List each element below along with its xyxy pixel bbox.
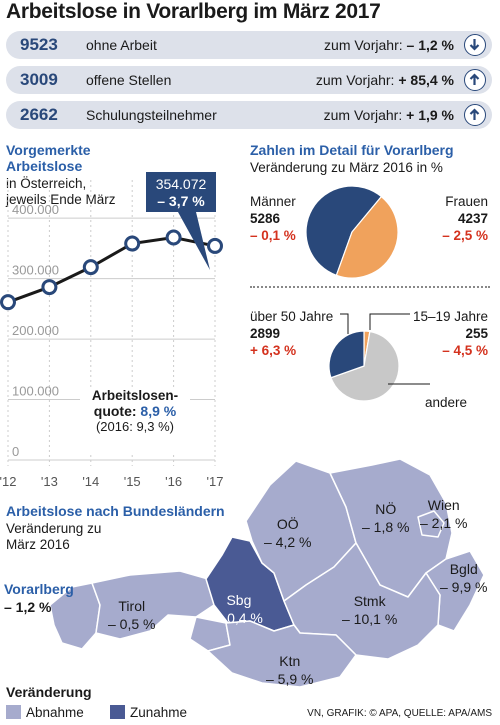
quote-label-1: Arbeitslosen- (91, 388, 179, 403)
line-point (124, 235, 141, 252)
male-label: Männer (250, 194, 296, 209)
stat-change: zum Vorjahr: + 85,4 % (315, 72, 454, 88)
y-tick-label: 100.000 (12, 384, 59, 399)
map-wien (417, 510, 445, 538)
youth-label: 15–19 Jahre (412, 309, 488, 324)
line-point (0, 294, 16, 311)
over50-change: + 6,3 % (250, 343, 297, 358)
x-tick-label: '14 (82, 474, 99, 489)
legend-title: Veränderung (6, 684, 92, 700)
y-tick-label: 300.000 (12, 263, 59, 278)
over50-labels: über 50 Jahre 2899 + 6,3 % (250, 308, 333, 359)
legend-decrease: Abnahme (26, 705, 84, 720)
stat-label: ohne Arbeit (86, 37, 157, 53)
label-noe: NÖ – 1,8 % (362, 501, 410, 535)
detail-title: Zahlen im Detail für Vorarlberg (250, 142, 454, 158)
label-vorarlberg: Vorarlberg – 1,2 % (4, 581, 74, 615)
label-burgenland: Bgld – 9,9 % (440, 561, 488, 595)
arrow-up-icon (464, 104, 486, 126)
female-label: Frauen (445, 194, 488, 209)
line-point (207, 237, 223, 254)
male-change: – 0,1 % (250, 228, 296, 243)
line-chart-title: Vorgemerkte Arbeitslose (6, 142, 91, 174)
line-point (41, 279, 58, 296)
x-tick-label: '13 (41, 474, 58, 489)
divider (250, 286, 490, 288)
x-tick-label: '12 (0, 474, 16, 489)
callout-change: – 3,7 % (157, 193, 205, 209)
map-tirol (91, 570, 215, 640)
label-tirol: Tirol – 0,5 % (108, 598, 156, 632)
youth-labels: 15–19 Jahre 255 – 4,5 % (413, 308, 488, 359)
line-chart-subtitle: in Österreich, jeweils Ende März (6, 176, 116, 207)
pie-slice (335, 195, 399, 279)
pie-slice (305, 185, 383, 277)
stat-value: 2662 (20, 105, 58, 124)
map-title: Arbeitslose nach Bundesländern (6, 503, 225, 519)
pie-slice (328, 330, 365, 379)
legend-increase: Zunahme (130, 705, 188, 720)
youth-value: 255 (465, 326, 488, 341)
x-tick-label: '17 (207, 474, 224, 489)
line-chart: 400.000 300.000 200.000 100.000 0 '12 '13 '14 '… (0, 172, 224, 489)
y-tick-label: 400.000 (12, 202, 59, 217)
map-subtitle: Veränderung zu März 2016 (6, 521, 102, 552)
over50-label: über 50 Jahre (250, 309, 334, 324)
male-value: 5286 (250, 211, 281, 226)
x-tick-label: '16 (165, 474, 182, 489)
gender-pie (305, 185, 399, 279)
stat-value: 3009 (20, 70, 58, 89)
arrow-up-icon (464, 69, 486, 91)
over50-value: 2899 (250, 326, 281, 341)
x-tick-label: '15 (124, 474, 141, 489)
age-pie-leaders (340, 313, 430, 385)
label-kaernten: Ktn – 5,9 % (266, 653, 314, 687)
label-steiermark: Stmk – 10,1 % (342, 593, 398, 627)
others-label: andere (425, 395, 468, 410)
y-tick-label: 200.000 (12, 323, 59, 338)
quote-box: Arbeitslosen- quote: 8,9 % (2016: 9,3 %) (80, 388, 190, 452)
pie-slice (330, 330, 400, 402)
youth-change: – 4,5 % (442, 343, 488, 358)
stat-row-training: 2662 Schulungsteilnehmer zum Vorjahr: + … (6, 101, 492, 129)
label-wien: Wien – 2,1 % (420, 497, 468, 531)
label-salzburg: Sbg + 0,4 % (215, 592, 263, 626)
line-point (82, 259, 99, 276)
stat-label: offene Stellen (86, 72, 172, 88)
austria-map (49, 458, 485, 688)
stat-change: zum Vorjahr: – 1,2 % (324, 37, 454, 53)
female-change: – 2,5 % (442, 228, 488, 243)
stat-row-unemployed: 9523 ohne Arbeit zum Vorjahr: – 1,2 % (6, 31, 492, 59)
detail-subtitle: Veränderung zu März 2016 in % (250, 160, 443, 175)
legend-swatch-increase (110, 705, 125, 719)
map-kaernten (207, 620, 357, 688)
age-pie (328, 330, 400, 402)
male-labels: Männer 5286 – 0,1 % (250, 193, 296, 244)
quote-prev: (2016: 9,3 %) (95, 419, 175, 434)
line-point (165, 229, 182, 246)
callout: 354.072 – 3,7 % (146, 172, 216, 270)
arrow-down-icon (464, 34, 486, 56)
credit: VN, GRAFIK: © APA, QUELLE: APA/AMS (307, 708, 492, 719)
page-title: Arbeitslose in Vorarlberg im März 2017 (6, 0, 381, 23)
female-labels: Frauen 4237 – 2,5 % (442, 193, 488, 244)
stat-change: zum Vorjahr: + 1,9 % (323, 107, 454, 123)
stat-row-vacancies: 3009 offene Stellen zum Vorjahr: + 85,4 … (6, 66, 492, 94)
stat-label: Schulungsteilnehmer (86, 107, 217, 123)
quote-line: quote: 8,9 % (93, 403, 177, 419)
legend-swatch-decrease (6, 705, 21, 719)
female-value: 4237 (457, 211, 488, 226)
stat-value: 9523 (20, 35, 58, 54)
y-tick-label: 0 (12, 444, 19, 459)
callout-value: 354.072 (156, 176, 207, 192)
label-ooe: OÖ – 4,2 % (264, 516, 312, 550)
